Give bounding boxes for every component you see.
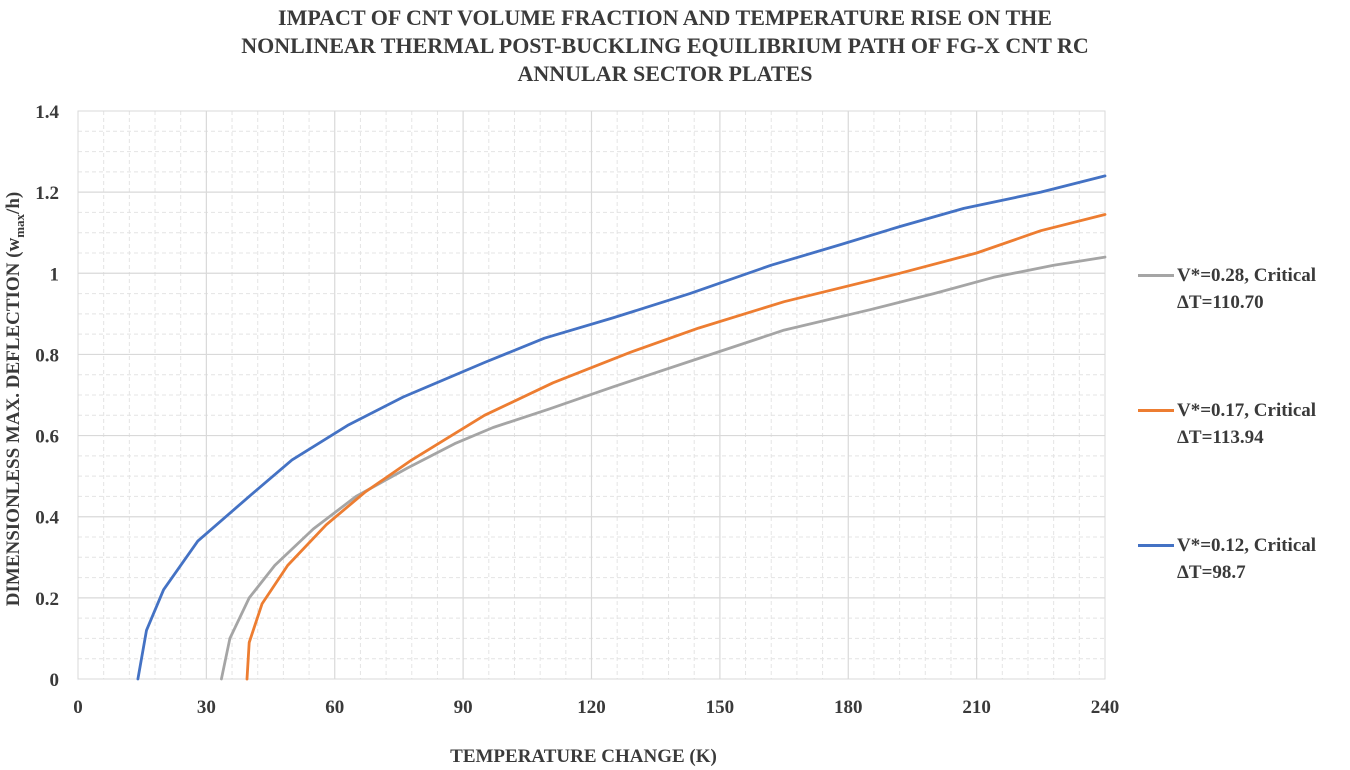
legend-label-v012-line-2: ΔT=98.7 [1177, 562, 1246, 583]
x-tick-label-4: 120 [577, 697, 606, 718]
legend-label-v028-line-2: ΔT=110.70 [1177, 292, 1264, 313]
x-tick-label-0: 0 [73, 697, 83, 718]
legend-swatch-v017 [1138, 409, 1174, 412]
legend-label-v017-line-1: V*=0.17, Critical [1177, 400, 1317, 421]
plot-area-border [77, 110, 1106, 680]
x-tick-label-6: 180 [834, 697, 863, 718]
y-axis-label-main: DIMENSIONLESS MAX. DEFLECTION (w [3, 238, 24, 607]
y-tick-label-4: 0.8 [35, 345, 59, 366]
legend-swatch-v028 [1138, 274, 1174, 277]
series-lines [136, 174, 1107, 681]
x-tick-label-7: 210 [962, 697, 991, 718]
x-tick-label-8: 240 [1091, 697, 1120, 718]
legend-label-v028-line-1: V*=0.28, Critical [1177, 265, 1317, 286]
x-axis-tick-labels: 0 30 60 90 120 150 180 210 240 [73, 697, 1119, 718]
chart-title-line-2: NONLINEAR THERMAL POST-BUCKLING EQUILIBR… [241, 33, 1089, 58]
y-axis-label-subscript: max [12, 213, 27, 237]
series-line-2 [136, 174, 1107, 681]
x-tick-label-5: 150 [706, 697, 735, 718]
y-tick-label-7: 1.4 [35, 102, 59, 123]
y-tick-label-6: 1.2 [35, 183, 59, 204]
y-axis-tick-labels: 0 0.2 0.4 0.6 0.8 1 1.2 1.4 [35, 102, 59, 691]
chart-title: IMPACT OF CNT VOLUME FRACTION AND TEMPER… [0, 4, 1330, 88]
legend-label-v012: V*=0.12, Critical ΔT=98.7 [1177, 532, 1316, 586]
x-tick-label-2: 60 [325, 697, 344, 718]
chart-title-line-3: ANNULAR SECTOR PLATES [517, 61, 813, 86]
x-tick-label-3: 90 [454, 697, 473, 718]
y-tick-label-3: 0.6 [35, 427, 59, 448]
x-tick-label-1: 30 [197, 697, 216, 718]
legend-label-v017: V*=0.17, Critical ΔT=113.94 [1177, 397, 1316, 451]
chart-title-line-1: IMPACT OF CNT VOLUME FRACTION AND TEMPER… [278, 5, 1052, 30]
y-axis-label-end: /h) [3, 192, 24, 215]
legend-label-v028: V*=0.28, Critical ΔT=110.70 [1177, 262, 1316, 316]
major-gridlines [78, 111, 1105, 679]
legend-label-v012-line-1: V*=0.12, Critical [1177, 535, 1317, 556]
legend-label-v017-line-2: ΔT=113.94 [1177, 427, 1264, 448]
series-line-1 [245, 213, 1107, 681]
series-line-0 [219, 255, 1107, 681]
y-tick-label-5: 1 [50, 264, 60, 285]
y-axis-label: DIMENSIONLESS MAX. DEFLECTION (wmax/h) [3, 192, 27, 606]
legend-swatch-v012 [1138, 544, 1174, 547]
y-tick-label-2: 0.4 [35, 508, 59, 529]
y-tick-label-0: 0 [50, 670, 60, 691]
x-axis-label: TEMPERATURE CHANGE (K) [450, 746, 717, 767]
y-tick-label-1: 0.2 [35, 589, 59, 610]
